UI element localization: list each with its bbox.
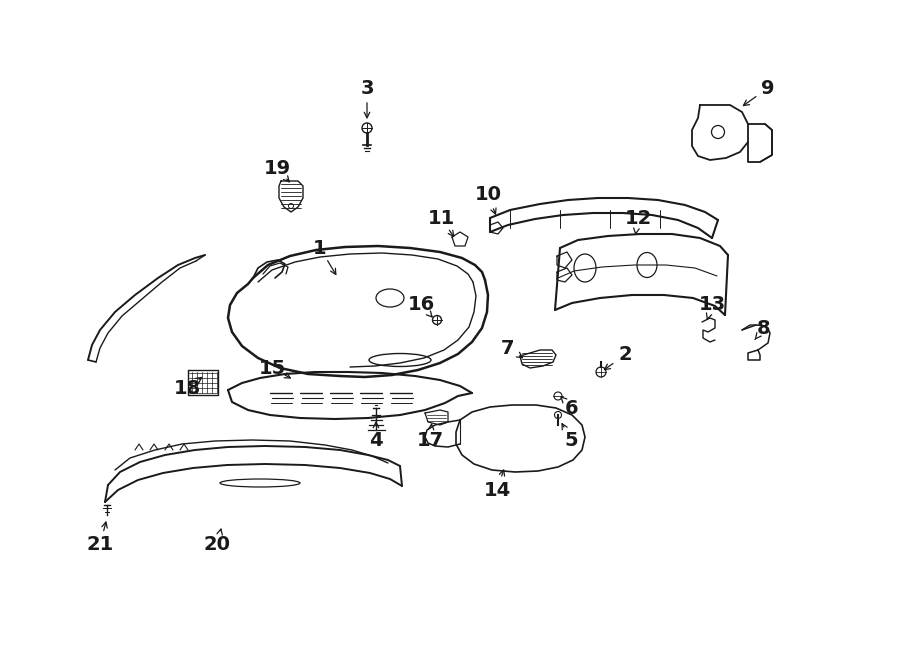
Text: 12: 12 [625, 208, 652, 227]
Text: 6: 6 [565, 399, 579, 418]
Text: 11: 11 [428, 208, 454, 227]
Text: 15: 15 [258, 358, 285, 377]
Text: 21: 21 [86, 535, 113, 555]
Text: 2: 2 [618, 346, 632, 364]
Text: 9: 9 [761, 79, 775, 98]
Text: 4: 4 [369, 430, 382, 449]
Text: 13: 13 [698, 295, 725, 315]
Text: 8: 8 [757, 319, 770, 338]
Text: 18: 18 [174, 379, 201, 397]
Text: 7: 7 [501, 338, 515, 358]
Text: 3: 3 [360, 79, 373, 98]
Text: 5: 5 [564, 430, 578, 449]
Text: 10: 10 [474, 186, 501, 204]
Text: 14: 14 [483, 481, 510, 500]
Text: 17: 17 [417, 430, 444, 449]
Text: 16: 16 [408, 295, 435, 315]
Text: 20: 20 [203, 535, 230, 555]
Text: 1: 1 [313, 239, 327, 258]
Text: 19: 19 [264, 159, 291, 178]
